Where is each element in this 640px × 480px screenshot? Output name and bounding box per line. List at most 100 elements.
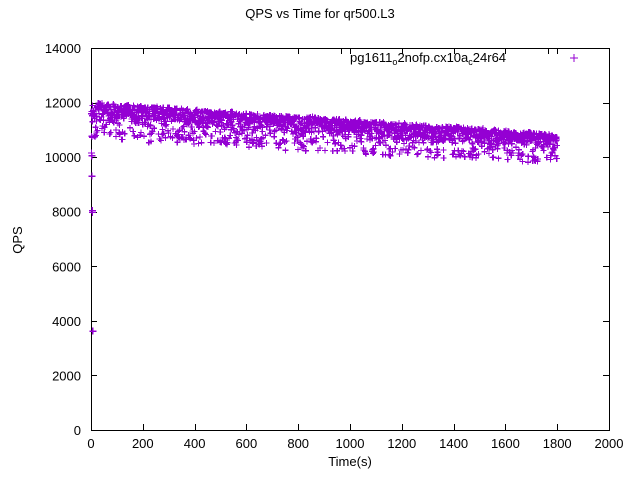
data-point <box>504 156 511 163</box>
data-point <box>112 133 119 140</box>
data-point <box>312 124 319 131</box>
data-point <box>271 133 278 140</box>
data-point <box>229 122 236 129</box>
data-point <box>396 120 403 127</box>
data-point <box>300 143 307 150</box>
data-point <box>377 139 384 146</box>
data-point <box>94 127 101 134</box>
data-point <box>370 145 377 152</box>
data-point <box>227 132 234 139</box>
data-point <box>113 127 120 134</box>
data-point <box>396 151 403 158</box>
data-point <box>427 149 434 156</box>
data-point <box>434 151 441 158</box>
data-point-outlier <box>89 327 97 335</box>
data-point <box>358 132 365 139</box>
y-tick-label: 6000 <box>52 259 81 274</box>
data-point <box>201 130 208 137</box>
data-point <box>131 132 138 139</box>
data-point <box>198 120 205 127</box>
data-point <box>440 155 447 162</box>
y-tick-label: 8000 <box>52 205 81 220</box>
data-point <box>242 114 249 121</box>
data-point <box>420 139 427 146</box>
data-point <box>488 141 495 148</box>
data-point <box>267 130 274 137</box>
data-point <box>530 153 537 160</box>
data-point <box>250 139 257 146</box>
data-point <box>324 139 331 146</box>
data-point <box>180 123 187 130</box>
data-point <box>169 125 176 132</box>
data-point <box>313 135 320 142</box>
data-point <box>440 146 447 153</box>
data-point <box>234 137 241 144</box>
data-point <box>401 140 408 147</box>
data-point <box>512 144 519 151</box>
data-point <box>460 148 467 155</box>
data-point <box>98 114 105 121</box>
data-point <box>233 136 240 143</box>
data-point <box>296 131 303 138</box>
data-point <box>262 132 269 139</box>
data-point <box>412 137 419 144</box>
data-point <box>508 140 515 147</box>
data-point <box>224 139 231 146</box>
data-point <box>218 139 225 146</box>
data-point <box>334 131 341 138</box>
data-point <box>193 134 200 141</box>
x-tick-label: 1800 <box>543 436 572 451</box>
data-point <box>519 151 526 158</box>
data-point <box>435 124 442 131</box>
data-point <box>263 140 270 147</box>
x-axis-title: Time(s) <box>328 454 372 469</box>
data-point <box>524 159 531 166</box>
data-point <box>282 147 289 154</box>
data-point <box>414 151 421 158</box>
data-point <box>141 133 148 140</box>
data-point <box>387 152 394 159</box>
data-point <box>449 151 456 158</box>
data-point <box>486 150 493 157</box>
data-point <box>202 131 209 138</box>
data-point <box>159 126 166 133</box>
data-point <box>504 127 511 134</box>
data-point <box>410 123 417 130</box>
data-point <box>284 125 291 132</box>
data-point <box>191 128 198 135</box>
data-point <box>400 146 407 153</box>
data-point <box>472 146 479 153</box>
y-axis-tick-labels: 0 2000 4000 6000 8000 10000 12000 14000 <box>45 41 81 438</box>
data-point <box>249 130 256 137</box>
data-point <box>273 127 280 134</box>
data-point <box>184 121 191 128</box>
data-point <box>217 128 224 135</box>
data-point <box>358 138 365 145</box>
data-point <box>295 146 302 153</box>
data-point <box>376 134 383 141</box>
data-point <box>501 144 508 151</box>
data-point <box>246 144 253 151</box>
data-point <box>146 113 153 120</box>
data-point <box>197 133 204 140</box>
data-point <box>163 121 170 128</box>
scatter-series-points <box>88 100 561 335</box>
data-point <box>371 148 378 155</box>
data-point <box>322 147 329 154</box>
data-point <box>243 139 250 146</box>
data-point <box>119 136 126 143</box>
data-point <box>174 139 181 146</box>
data-point <box>488 133 495 140</box>
y-axis-title: QPS <box>10 226 25 254</box>
data-point <box>495 141 502 148</box>
y-tick-label: 14000 <box>45 41 81 56</box>
x-tick-label: 1200 <box>387 436 416 451</box>
x-tick-label: 800 <box>287 436 309 451</box>
legend-series-label: pg1611o2nofp.cx10ac24r64 <box>350 50 506 67</box>
data-point <box>427 148 434 155</box>
data-point <box>259 143 266 150</box>
data-point <box>372 142 379 149</box>
data-point <box>510 150 517 157</box>
data-point <box>334 147 341 154</box>
